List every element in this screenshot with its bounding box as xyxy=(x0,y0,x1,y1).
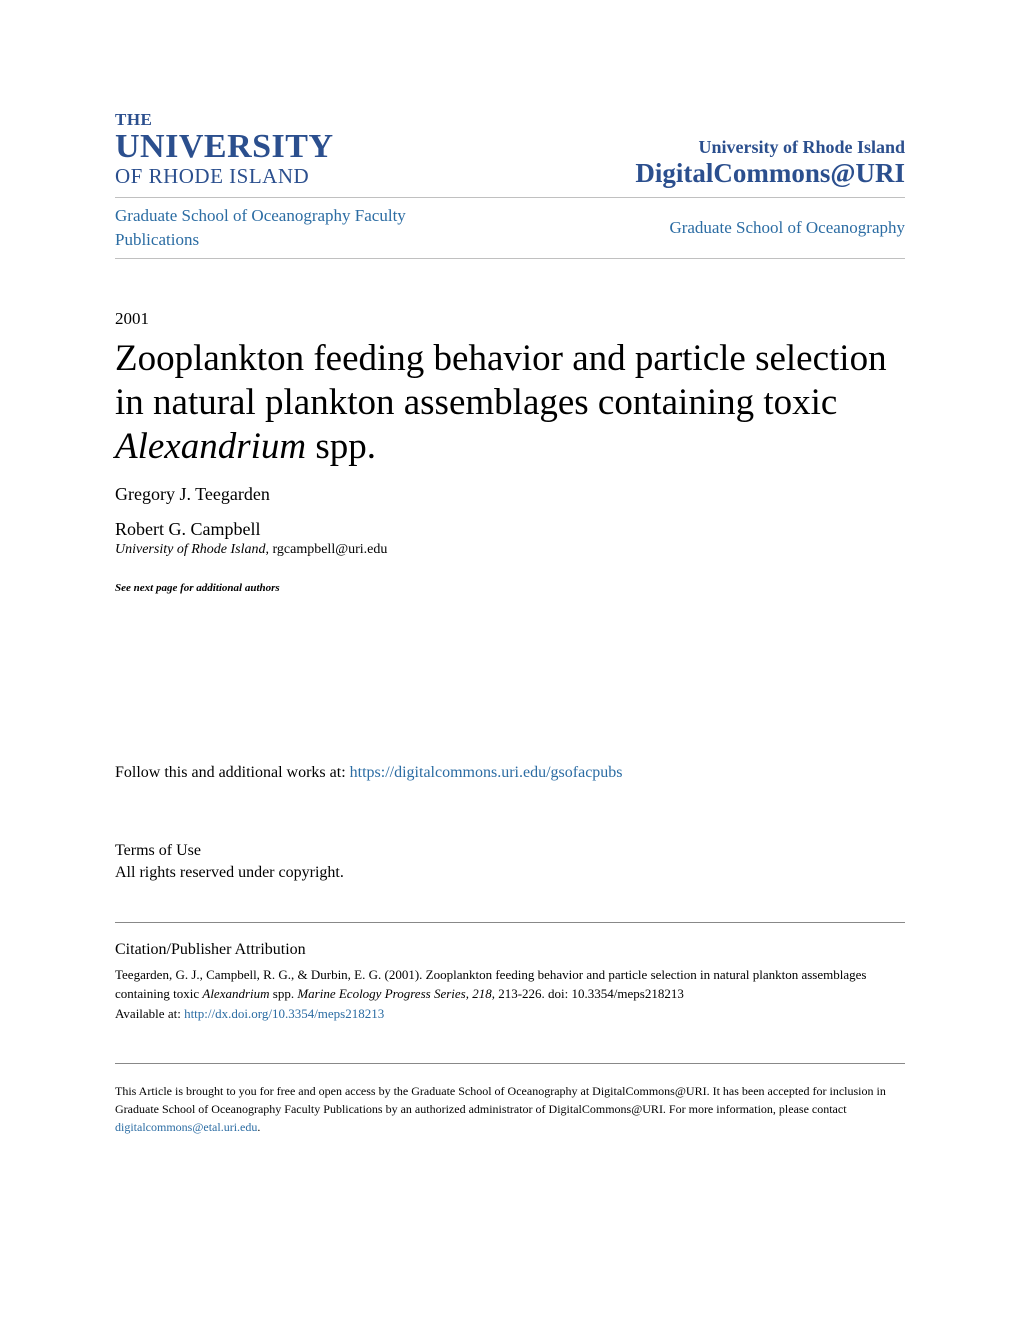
logo-line2: UNIVERSITY xyxy=(115,130,334,164)
divider xyxy=(115,197,905,198)
cit-available-prefix: Available at: xyxy=(115,1006,184,1021)
title-part1: Zooplankton feeding behavior and particl… xyxy=(115,338,887,423)
logo-line3: OF RHODE ISLAND xyxy=(115,164,334,189)
follow-section: Follow this and additional works at: htt… xyxy=(115,764,905,782)
institution-logo: THE UNIVERSITY OF RHODE ISLAND xyxy=(115,110,334,189)
additional-authors-note: See next page for additional authors xyxy=(115,582,905,594)
institution-name: University of Rhode Island xyxy=(635,137,905,158)
article-title: Zooplankton feeding behavior and particl… xyxy=(115,337,905,470)
cit-text3: , 213-226. doi: 10.3354/meps218213 xyxy=(492,986,684,1001)
divider xyxy=(115,258,905,259)
title-part2: spp. xyxy=(306,426,376,467)
author-affiliation: University of Rhode Island, rgcampbell@u… xyxy=(115,542,905,558)
footer-disclosure: This Article is brought to you for free … xyxy=(115,1082,905,1136)
follow-link[interactable]: https://digitalcommons.uri.edu/gsofacpub… xyxy=(350,764,623,781)
cit-italic1: Alexandrium xyxy=(202,986,269,1001)
section-divider xyxy=(115,1063,905,1064)
publication-year: 2001 xyxy=(115,309,905,329)
cit-italic2: Marine Ecology Progress Series, 218 xyxy=(297,986,491,1001)
affiliation-name: University of Rhode Island xyxy=(115,542,265,557)
section-divider xyxy=(115,922,905,923)
footer-text2: . xyxy=(257,1120,260,1134)
terms-heading: Terms of Use xyxy=(115,842,905,860)
repository-link[interactable]: DigitalCommons@URI xyxy=(635,158,905,188)
breadcrumb: Graduate School of Oceanography Faculty … xyxy=(115,204,905,252)
cit-text2: spp. xyxy=(270,986,298,1001)
contact-email-link[interactable]: digitalcommons@etal.uri.edu xyxy=(115,1120,257,1134)
terms-text: All rights reserved under copyright. xyxy=(115,864,905,882)
follow-prefix: Follow this and additional works at: xyxy=(115,764,350,781)
logo-line1: THE xyxy=(115,110,334,130)
affiliation-email: , rgcampbell@uri.edu xyxy=(265,542,387,557)
citation-heading: Citation/Publisher Attribution xyxy=(115,941,905,959)
header: THE UNIVERSITY OF RHODE ISLAND Universit… xyxy=(115,110,905,189)
footer-text1: This Article is brought to you for free … xyxy=(115,1084,886,1116)
breadcrumb-collection-link[interactable]: Graduate School of Oceanography Faculty … xyxy=(115,204,455,252)
breadcrumb-department-link[interactable]: Graduate School of Oceanography xyxy=(669,218,905,238)
doi-link[interactable]: http://dx.doi.org/10.3354/meps218213 xyxy=(184,1006,384,1021)
author-primary: Gregory J. Teegarden xyxy=(115,484,905,505)
author-secondary: Robert G. Campbell xyxy=(115,519,905,540)
citation-body: Teegarden, G. J., Campbell, R. G., & Dur… xyxy=(115,965,905,1024)
title-italic: Alexandrium xyxy=(115,426,306,467)
header-right: University of Rhode Island DigitalCommon… xyxy=(635,137,905,189)
